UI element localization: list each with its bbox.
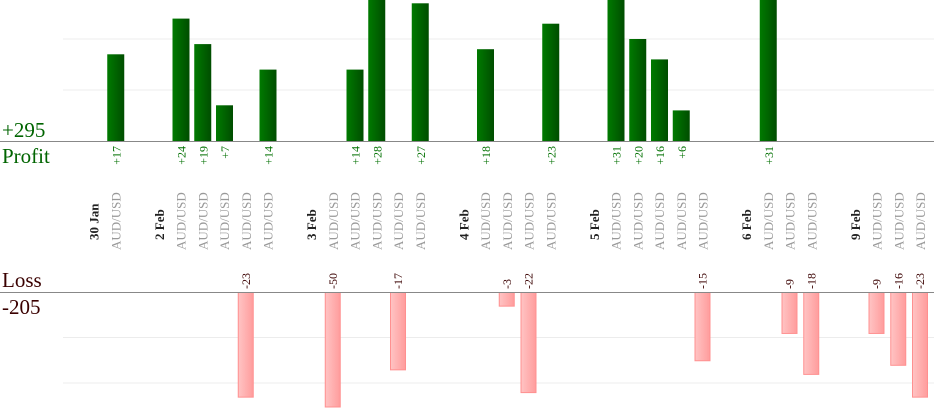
loss-total: -205 bbox=[2, 295, 41, 319]
instrument-label: AUD/USD bbox=[652, 192, 667, 250]
instrument-label: AUD/USD bbox=[543, 192, 558, 250]
profit-bar bbox=[411, 3, 429, 141]
profit-bar bbox=[672, 110, 690, 141]
instrument-label: AUD/USD bbox=[478, 192, 493, 250]
date-label: 2 Feb bbox=[152, 209, 167, 240]
loss-value-label: -3 bbox=[500, 279, 514, 289]
loss-value-label: -23 bbox=[913, 273, 927, 289]
profit-bar bbox=[194, 44, 212, 141]
profit-bar bbox=[629, 39, 647, 141]
labels: 30 Jan AUD/USD +17 2 Feb AUD/USD +24 AUD/USD +1… bbox=[87, 146, 929, 289]
loss-bar bbox=[781, 292, 798, 334]
profit-bar bbox=[759, 0, 777, 141]
profit-label: Profit bbox=[2, 144, 50, 168]
profit-value-label: +28 bbox=[370, 146, 384, 165]
profit-value-label: +20 bbox=[631, 146, 645, 165]
profit-bar bbox=[107, 54, 125, 141]
profit-value-label: +27 bbox=[414, 146, 428, 165]
loss-value-label: -9 bbox=[870, 279, 884, 289]
instrument-label: AUD/USD bbox=[500, 192, 515, 250]
loss-bar bbox=[324, 292, 341, 408]
profit-value-label: +31 bbox=[762, 146, 776, 165]
loss-value-label: -18 bbox=[804, 273, 818, 289]
loss-bar bbox=[237, 292, 254, 398]
profit-bar bbox=[368, 0, 386, 141]
date-label: 9 Feb bbox=[848, 209, 863, 240]
instrument-label: AUD/USD bbox=[174, 192, 189, 250]
profit-bar bbox=[542, 23, 560, 142]
instrument-label: AUD/USD bbox=[413, 192, 428, 250]
date-label: 3 Feb bbox=[304, 209, 319, 240]
profit-value-label: +19 bbox=[196, 146, 210, 165]
profit-value-label: +17 bbox=[109, 146, 123, 165]
profit-value-label: +14 bbox=[349, 146, 363, 165]
instrument-label: AUD/USD bbox=[870, 192, 885, 250]
instrument-label: AUD/USD bbox=[391, 192, 406, 250]
date-label: 30 Jan bbox=[87, 203, 102, 240]
loss-value-label: -17 bbox=[391, 273, 405, 289]
profit-value-label: +31 bbox=[610, 146, 624, 165]
profit-bar bbox=[477, 49, 494, 142]
profit-value-label: +14 bbox=[262, 146, 276, 165]
loss-bar bbox=[890, 292, 907, 366]
profit-bar bbox=[259, 69, 277, 141]
instrument-label: AUD/USD bbox=[369, 192, 384, 250]
loss-label: Loss bbox=[2, 268, 42, 292]
instrument-label: AUD/USD bbox=[326, 192, 341, 250]
instrument-label: AUD/USD bbox=[761, 192, 776, 250]
instrument-label: AUD/USD bbox=[913, 192, 928, 250]
loss-bar bbox=[498, 292, 515, 307]
instrument-label: AUD/USD bbox=[195, 192, 210, 250]
profit-value-label: +16 bbox=[653, 146, 667, 165]
loss-value-label: -16 bbox=[891, 273, 905, 289]
gridlines bbox=[63, 38, 934, 384]
loss-bar bbox=[520, 292, 537, 394]
instrument-label: AUD/USD bbox=[108, 192, 123, 250]
bars bbox=[107, 0, 928, 408]
loss-bar bbox=[912, 292, 928, 398]
profit-bar bbox=[651, 59, 668, 141]
instrument-label: AUD/USD bbox=[783, 192, 798, 250]
instrument-label: AUD/USD bbox=[217, 192, 232, 250]
date-label: 5 Feb bbox=[587, 209, 602, 240]
date-label: 6 Feb bbox=[739, 209, 754, 240]
profit-bar bbox=[172, 18, 190, 142]
profit-total: +295 bbox=[2, 118, 45, 142]
instrument-label: AUD/USD bbox=[674, 192, 689, 250]
loss-value-label: -15 bbox=[696, 273, 710, 289]
profit-value-label: +7 bbox=[218, 146, 232, 159]
instrument-label: AUD/USD bbox=[696, 192, 711, 250]
loss-bar bbox=[803, 292, 820, 375]
instrument-label: AUD/USD bbox=[522, 192, 537, 250]
instrument-label: AUD/USD bbox=[630, 192, 645, 250]
instrument-label: AUD/USD bbox=[261, 192, 276, 250]
instrument-label: AUD/USD bbox=[804, 192, 819, 250]
instrument-label: AUD/USD bbox=[239, 192, 254, 250]
loss-bar bbox=[868, 292, 885, 334]
instrument-label: AUD/USD bbox=[609, 192, 624, 250]
profit-value-label: +23 bbox=[544, 146, 558, 165]
profit-bar bbox=[346, 69, 364, 141]
loss-value-label: -22 bbox=[522, 273, 536, 289]
loss-value-label: -9 bbox=[783, 279, 797, 289]
loss-bar bbox=[694, 292, 711, 362]
profit-value-label: +6 bbox=[675, 146, 689, 159]
date-label: 4 Feb bbox=[456, 209, 471, 240]
profit-value-label: +18 bbox=[479, 146, 493, 165]
profit-bar bbox=[216, 105, 233, 141]
profit-value-label: +24 bbox=[175, 146, 189, 165]
loss-bar bbox=[390, 292, 406, 371]
loss-value-label: -50 bbox=[326, 273, 340, 289]
loss-value-label: -23 bbox=[239, 273, 253, 289]
profit-bar bbox=[607, 0, 625, 141]
instrument-label: AUD/USD bbox=[348, 192, 363, 250]
instrument-label: AUD/USD bbox=[891, 192, 906, 250]
